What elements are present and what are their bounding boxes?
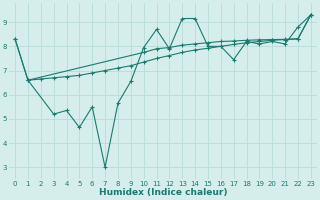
X-axis label: Humidex (Indice chaleur): Humidex (Indice chaleur) — [99, 188, 227, 197]
